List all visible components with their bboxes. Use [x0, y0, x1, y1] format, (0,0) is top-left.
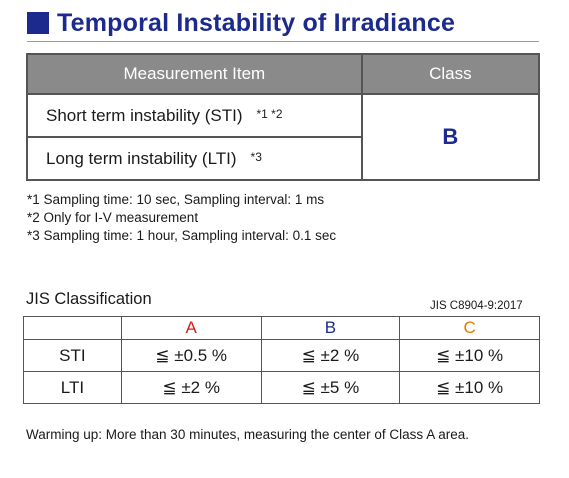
jis-cell-b: ≦ ±5 %	[260, 371, 401, 404]
row-item-label: Long term instability (LTI)	[46, 148, 237, 168]
header-class: Class	[360, 53, 541, 95]
jis-standard: JIS C8904-9:2017	[430, 300, 523, 312]
row-sti: Short term instability (STI) *1 *2	[26, 93, 363, 138]
footnote: *1 Sampling time: 10 sec, Sampling inter…	[27, 192, 325, 207]
jis-header-c: C	[399, 316, 540, 340]
jis-cell-a: ≦ ±0.5 %	[120, 339, 262, 372]
title-divider	[27, 41, 539, 42]
jis-header-blank	[23, 316, 122, 340]
jis-header-a: A	[120, 316, 262, 340]
class-value: B	[360, 93, 541, 181]
jis-row-label: STI	[23, 339, 122, 372]
jis-cell-b: ≦ ±2 %	[260, 339, 401, 372]
table-row: LTI ≦ ±2 % ≦ ±5 % ≦ ±10 %	[23, 371, 540, 404]
table-row: Long term instability (LTI) *3	[26, 136, 539, 181]
measurement-table: Measurement Item Class Short term instab…	[26, 53, 541, 181]
jis-table: A B C STI ≦ ±0.5 % ≦ ±2 % ≦ ±10 % LTI ≦ …	[23, 316, 540, 404]
footnote: *2 Only for I-V measurement	[27, 210, 199, 225]
jis-cell-c: ≦ ±10 %	[399, 339, 540, 372]
jis-row-label: LTI	[23, 371, 122, 404]
row-note: *3	[250, 149, 262, 164]
title-square-icon	[27, 12, 49, 34]
table-row: STI ≦ ±0.5 % ≦ ±2 % ≦ ±10 %	[23, 339, 540, 372]
jis-cell-c: ≦ ±10 %	[399, 371, 540, 404]
measurement-table-header: Measurement Item Class	[26, 53, 541, 95]
title-bar: Temporal Instability of Irradiance	[27, 8, 455, 38]
jis-header-b: B	[260, 316, 401, 340]
footnote: *3 Sampling time: 1 hour, Sampling inter…	[27, 228, 337, 243]
table-row: Short term instability (STI) *1 *2 B	[26, 93, 541, 181]
row-note: *1 *2	[256, 106, 283, 121]
jis-title: JIS Classification	[26, 290, 152, 308]
footnotes: *1 Sampling time: 10 sec, Sampling inter…	[27, 191, 336, 245]
footer-note: Warming up: More than 30 minutes, measur…	[26, 427, 469, 442]
page-title: Temporal Instability of Irradiance	[57, 8, 456, 37]
header-measurement-item: Measurement Item	[26, 53, 363, 95]
row-item-label: Short term instability (STI)	[46, 105, 243, 125]
row-lti: Long term instability (LTI) *3	[26, 136, 363, 181]
jis-cell-a: ≦ ±2 %	[120, 371, 262, 404]
jis-table-header: A B C	[23, 316, 540, 340]
